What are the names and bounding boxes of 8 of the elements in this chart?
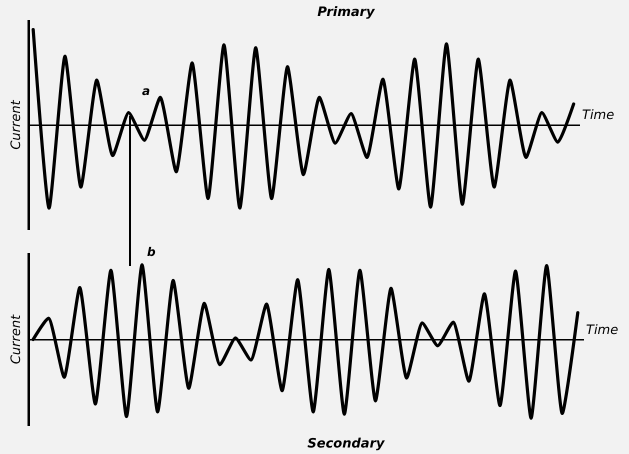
x-axis-title: Time [582,108,614,123]
chart-title: Primary [317,5,376,20]
y-axis-title: Current [9,314,24,364]
x-axis-title: Time [586,323,618,338]
y-axis-title: Current [9,99,24,150]
annotation: a [142,84,150,98]
text: b [147,245,156,259]
text: Secondary [307,436,385,452]
